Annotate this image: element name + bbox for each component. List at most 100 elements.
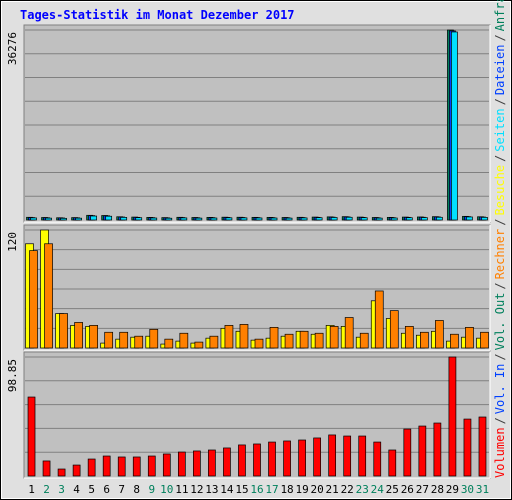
legend-entry: Vol. Out xyxy=(493,293,507,351)
legend-entry: Seiten xyxy=(493,108,507,151)
x-tick-label: 18 xyxy=(280,483,293,496)
bar xyxy=(194,341,204,349)
x-tick-label: 20 xyxy=(311,483,324,496)
bar xyxy=(75,217,82,221)
bar xyxy=(30,217,37,221)
bar xyxy=(345,216,353,221)
bar xyxy=(418,425,427,477)
bar xyxy=(283,440,291,477)
bar xyxy=(435,320,444,349)
bar xyxy=(193,450,201,477)
bar xyxy=(313,437,321,477)
bar xyxy=(120,217,128,221)
x-tick-label: 25 xyxy=(386,483,399,496)
bar xyxy=(45,217,52,221)
bar xyxy=(195,217,203,221)
bar xyxy=(373,441,382,477)
x-tick-label: 31 xyxy=(476,483,489,496)
bar xyxy=(134,335,144,349)
x-tick-label: 10 xyxy=(160,483,173,496)
bar xyxy=(330,217,338,221)
bar xyxy=(238,444,246,477)
bar xyxy=(314,332,324,349)
bar xyxy=(90,215,97,221)
bar xyxy=(223,447,231,477)
x-tick-label: 15 xyxy=(235,483,248,496)
bar xyxy=(208,449,216,477)
bar xyxy=(360,217,368,221)
legend: Volumen / Vol. In / Vol. Out / Rechner / Besuche… xyxy=(493,0,507,478)
bar xyxy=(210,217,218,221)
bar xyxy=(89,325,98,349)
bar xyxy=(147,455,156,477)
x-tick-label: 27 xyxy=(416,483,429,496)
legend-separator: / xyxy=(493,417,507,424)
bar xyxy=(404,326,414,349)
bar xyxy=(344,317,354,349)
legend-entry: Dateien xyxy=(493,45,507,96)
bar xyxy=(284,333,294,349)
bar xyxy=(180,217,188,221)
bar xyxy=(119,331,129,349)
x-tick-label: 30 xyxy=(461,483,474,496)
bar xyxy=(27,396,36,477)
bar xyxy=(225,217,233,221)
x-tick-label: 23 xyxy=(356,483,369,496)
x-tick-label: 19 xyxy=(295,483,308,496)
bar xyxy=(57,468,66,477)
bar xyxy=(149,328,159,349)
bar xyxy=(150,217,158,221)
x-tick-label: 8 xyxy=(133,483,140,496)
x-tick-label: 16 xyxy=(250,483,263,496)
bar xyxy=(343,435,352,477)
legend-entry: Anfragen xyxy=(493,0,507,31)
legend-entry: Volumen xyxy=(493,427,507,478)
x-tick-label: 2 xyxy=(43,483,50,496)
bar xyxy=(448,356,457,477)
plot-area xyxy=(23,24,491,223)
bar xyxy=(102,455,111,477)
bar xyxy=(135,217,143,221)
bar xyxy=(358,435,367,477)
bar xyxy=(29,250,38,349)
bar xyxy=(465,327,474,349)
bar xyxy=(269,327,279,349)
x-tick-label: 17 xyxy=(265,483,278,496)
legend-separator: / xyxy=(493,155,507,162)
bar xyxy=(224,325,234,349)
bar xyxy=(179,332,189,349)
bar xyxy=(164,338,174,349)
bar xyxy=(253,443,261,477)
legend-separator: / xyxy=(493,219,507,226)
x-tick-label: 24 xyxy=(371,483,385,496)
x-tick-label: 6 xyxy=(103,483,110,496)
bar xyxy=(105,215,113,221)
legend-separator: / xyxy=(493,353,507,360)
bar xyxy=(451,31,458,221)
bar xyxy=(87,458,96,477)
bar xyxy=(436,216,443,221)
bar xyxy=(270,217,278,221)
bar xyxy=(42,460,51,477)
x-tick-label: 14 xyxy=(220,483,234,496)
bar xyxy=(268,441,276,477)
bar xyxy=(481,217,488,221)
x-tick-label: 5 xyxy=(88,483,95,496)
bar xyxy=(480,331,489,349)
y-tick-label: 36276 xyxy=(6,32,19,65)
bar xyxy=(478,416,487,477)
bar xyxy=(359,332,369,349)
bar xyxy=(328,434,337,477)
x-tick-label: 13 xyxy=(205,483,218,496)
legend-entry: Besuche xyxy=(493,165,507,216)
x-tick-label: 1 xyxy=(28,483,35,496)
bar xyxy=(162,453,171,477)
x-tick-label: 7 xyxy=(118,483,125,496)
bar xyxy=(300,217,308,221)
bar xyxy=(390,217,398,221)
bar xyxy=(375,217,383,221)
chart-title: Tages-Statistik im Monat Dezember 2017 xyxy=(20,8,295,22)
x-tick-label: 29 xyxy=(446,483,459,496)
bar xyxy=(315,217,323,221)
